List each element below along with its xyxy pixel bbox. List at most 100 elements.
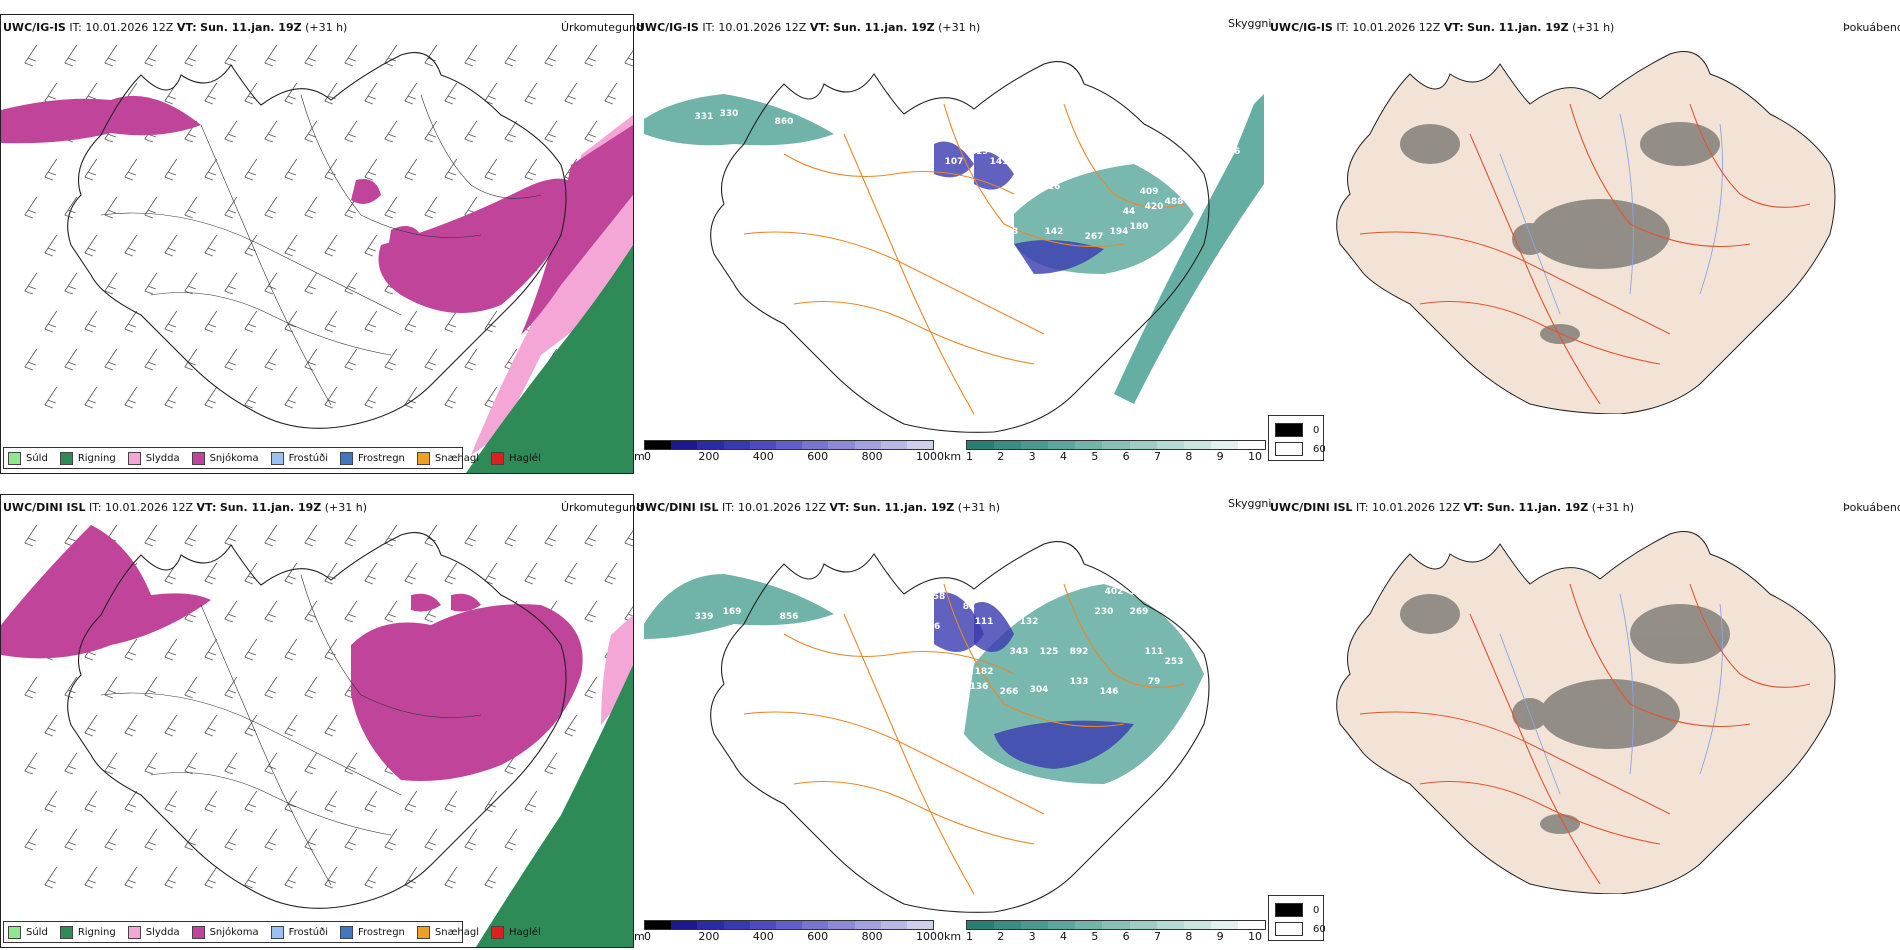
legend-item: Snjókoma [191,451,259,465]
wind-barb [424,348,438,371]
very-low-vis-area [974,151,1014,190]
panel-title-visibility-2: Skyggni [1228,497,1272,510]
snow-area [389,226,421,246]
colorbar-tick: 6 [1122,450,1130,463]
precip-legend-1: Súld Rigning Slydda Snjókoma Frostúði Frostre… [3,447,541,469]
wind-barb [164,386,178,409]
rain-area [466,245,633,473]
colorbar-tick: 0 [644,450,651,463]
visibility-label: 180 [1130,222,1149,232]
visibility-label: 148 [925,207,944,217]
wind-barb [64,44,78,67]
wind-barb [264,196,278,219]
wind-barb [204,638,218,661]
legend-label: Snæhagl [434,926,480,938]
legend-item: Frostregn [340,451,405,465]
very-low-vis-area [934,141,974,178]
coastline [710,540,1210,913]
wind-barb [224,272,238,295]
legend-swatch [340,451,353,465]
wind-barb [484,82,498,105]
wind-barb [164,866,178,889]
visibility-label: 44 [1123,207,1136,217]
wind-barb [104,676,118,699]
visibility-label: 107 [945,157,964,167]
wind-barb [524,82,538,105]
roads [1359,103,1811,405]
precip-type-panel-2: Súld Rigning Slydda Snjókoma Frostúði Frostre… [0,494,634,948]
colorbar-tick: 8 [1185,450,1193,463]
wind-barb [204,714,218,737]
visibility-label: 361 [1130,587,1149,597]
wind-barb [184,752,198,775]
wind-barb [84,310,98,333]
legend-item: Snjókoma [191,925,259,939]
legend-label: Haglél [509,926,541,938]
visibility-label: 253 [1165,657,1184,667]
row-header-1: UWC/IG-IS IT: 10.01.2026 12Z VT: Sun. 11… [3,21,348,34]
colorbar-swatch [645,921,672,929]
legend-item: Frostregn [340,925,405,939]
wind-barb [264,348,278,371]
legend-swatch [8,451,21,465]
legend-item: Haglél [491,451,541,465]
rain-area [476,665,633,947]
precip-type-panel-1: Súld Rigning Slydda Snjókoma Frostúði Frostre… [0,14,634,474]
wind-barb [444,82,458,105]
fog-swatch [1275,903,1303,917]
colorbar-tick: 400 [752,450,774,463]
legend-swatch [340,925,353,939]
colorbar-unit: km [944,450,962,463]
colorbar-swatch [671,441,698,449]
visibility-label: 16 [1048,182,1061,192]
fog-map-2 [1336,531,1836,894]
wind-barb [344,600,358,623]
wind-barb [304,676,318,699]
visibility-label: 111 [1145,647,1164,657]
wind-barb [104,272,118,295]
legend-swatch [416,925,430,939]
colorbar-swatch [1183,441,1211,449]
colorbar-swatch [1129,921,1157,929]
legend-item: Frostúði [270,451,328,465]
wind-barb [424,828,438,851]
colorbar-swatch [1210,921,1238,929]
wind-barb [444,310,458,333]
visibility-label: 230 [1095,607,1114,617]
colorbar-swatch [723,441,750,449]
legend-label: Haglél [509,452,541,464]
legend-label: Rigning [77,926,116,938]
wind-barb [264,524,278,547]
colorbar-tick: 0 [644,930,651,943]
wind-barb [284,158,298,181]
wind-barb [384,600,398,623]
visibility-label: 82 [963,602,976,612]
wind-barb [24,752,38,775]
colorbar-km-swatches [966,920,1266,930]
colorbar-tick: 400 [752,930,774,943]
snow-area [1,525,211,659]
wind-barb [244,158,258,181]
wind-barb [244,386,258,409]
visibility-label: 136 [970,682,989,692]
colorbar-swatch [802,921,829,929]
fog-map-1 [1336,51,1836,414]
wind-barb [184,272,198,295]
wind-barb [24,44,38,67]
wind-barb [544,752,558,775]
legend-item: Slydda [127,451,180,465]
wind-barb [144,196,158,219]
colorbar-m-ticks: 0 200 400 600 800 1000 [644,930,944,944]
wind-barb [84,386,98,409]
wind-barb [464,120,478,143]
wind-barb [404,310,418,333]
legend-label: Frostregn [358,452,405,464]
wind-barb [24,272,38,295]
wind-barb [444,386,458,409]
wind-barb [284,866,298,889]
wind-barb [144,524,158,547]
legend-item: Snæhagl [416,451,479,465]
wind-barb [184,348,198,371]
wind-barb [244,714,258,737]
